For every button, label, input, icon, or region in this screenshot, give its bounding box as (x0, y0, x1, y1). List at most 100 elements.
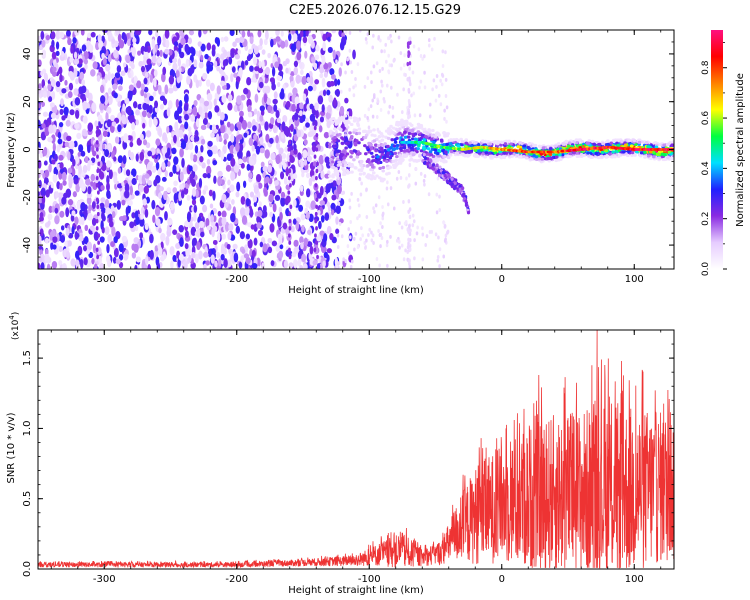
spectrogram-cell (221, 210, 227, 218)
spectrogram-cell (127, 199, 133, 207)
spectrogram-cell (60, 50, 65, 58)
spectrogram-cell (179, 237, 184, 248)
spectrogram-cell (244, 60, 249, 66)
spectrogram-cell (513, 140, 517, 144)
spectrogram-cell (547, 156, 551, 161)
spectrogram-cell (402, 149, 407, 153)
spectrogram-cell (633, 153, 637, 157)
spectrogram-cell (391, 105, 395, 110)
spectrogram-cell (154, 100, 159, 109)
spectrogram-cell (440, 139, 444, 143)
spectrogram-cell (148, 104, 153, 114)
spectrogram-cell (107, 233, 113, 244)
spectrogram-cell (114, 72, 121, 79)
spectrogram-cell (299, 102, 304, 110)
spectrogram-cell (90, 173, 96, 182)
spectrogram-cell (594, 151, 599, 156)
spectrogram-cell (139, 151, 145, 162)
spectrogram-cell (251, 250, 256, 257)
spectrogram-cell (38, 216, 44, 222)
spectrogram-cell (112, 83, 118, 90)
spectrogram-cell (87, 213, 93, 221)
spectrogram-branch (450, 182, 454, 186)
spectrogram-cell (369, 104, 373, 109)
spectrogram-cell (198, 220, 205, 229)
spectrogram-cell (427, 38, 431, 43)
spectrogram-cell (429, 153, 434, 157)
spectrogram-cell (322, 260, 326, 268)
spectrogram-cell (64, 79, 68, 86)
spectrogram-cell (48, 124, 54, 134)
spectrogram-cell (146, 162, 152, 172)
spectrogram-streak (287, 190, 291, 195)
spectrogram-cell (331, 194, 337, 201)
spectrogram-cell (157, 35, 162, 46)
spectrogram-cell (218, 258, 222, 267)
spectrogram-cell (666, 142, 671, 146)
spectrogram-cell (130, 63, 135, 70)
spectrogram-cell (370, 238, 374, 243)
spectrogram-cell (60, 225, 65, 231)
spectrogram-cell (402, 146, 407, 150)
spectrogram-cell (68, 173, 73, 184)
spectrogram-cell (231, 66, 236, 73)
spectrogram-cell (339, 41, 345, 51)
spectrogram-cell (436, 258, 440, 263)
spectrogram-cell (178, 225, 184, 233)
spectrogram-cell (327, 104, 332, 114)
spectrogram-cell (590, 139, 595, 143)
spectrogram-cell (113, 49, 119, 59)
spectrogram-cell (637, 140, 642, 144)
spectrogram-cell (370, 80, 373, 85)
spectrogram-cell (395, 238, 399, 243)
spectrogram-cell (346, 141, 351, 145)
spectrogram-cell (262, 165, 268, 172)
spectrogram-cell (408, 103, 411, 109)
spectrogram-cell (80, 258, 84, 269)
spectrogram-cell (329, 80, 335, 87)
spectrogram-cell (423, 182, 426, 187)
spectrogram-cell (154, 245, 159, 252)
spectrogram-cell (480, 148, 484, 152)
spectrogram-cell (70, 258, 76, 267)
spectrogram-cell (301, 75, 307, 85)
spectrogram-cell (512, 152, 517, 156)
spectrogram-cell (216, 133, 220, 143)
spectrogram-cell (435, 84, 438, 89)
spectrogram-cell (107, 71, 111, 81)
spectrogram-cell (38, 159, 42, 169)
spectrogram-cell (40, 187, 46, 197)
spectrogram-branch (458, 184, 462, 189)
spectrogram-cell (356, 245, 360, 250)
spectrogram-cell (369, 70, 373, 75)
spectrogram-cell (409, 146, 414, 150)
spectrogram-cell (251, 263, 258, 269)
spectrogram-cell (371, 114, 375, 119)
spectrogram-cell (155, 30, 159, 38)
spectrogram-cell (173, 41, 179, 47)
spectrogram-cell (359, 192, 363, 197)
spectrogram-cell (388, 132, 392, 136)
spectrogram-cell (487, 151, 492, 155)
spectrogram-cell (162, 66, 167, 76)
spectrogram-cell (277, 81, 281, 88)
spectrogram-cell (632, 139, 637, 143)
spectrogram-cell (168, 75, 175, 85)
spectrogram-cell (395, 154, 399, 159)
spectrogram-cell (140, 65, 146, 73)
spectrogram-cell (408, 247, 412, 252)
spectrogram-cell (371, 155, 375, 159)
spectrogram-cell (649, 156, 653, 161)
spectrogram-cell (87, 186, 92, 195)
spectrogram-cell (465, 153, 469, 158)
spectrogram-cell (406, 135, 411, 139)
spectrogram-cell (203, 104, 209, 113)
spectrogram-cell (256, 222, 262, 229)
spectrogram-cell (243, 132, 248, 138)
spectrogram-cell (165, 235, 170, 246)
spectrogram-cell (162, 145, 167, 154)
spectrogram-cell (152, 91, 157, 97)
spectrogram-cell (253, 184, 259, 195)
spectrogram-cell (167, 160, 171, 167)
spectrogram-cell (216, 37, 221, 47)
